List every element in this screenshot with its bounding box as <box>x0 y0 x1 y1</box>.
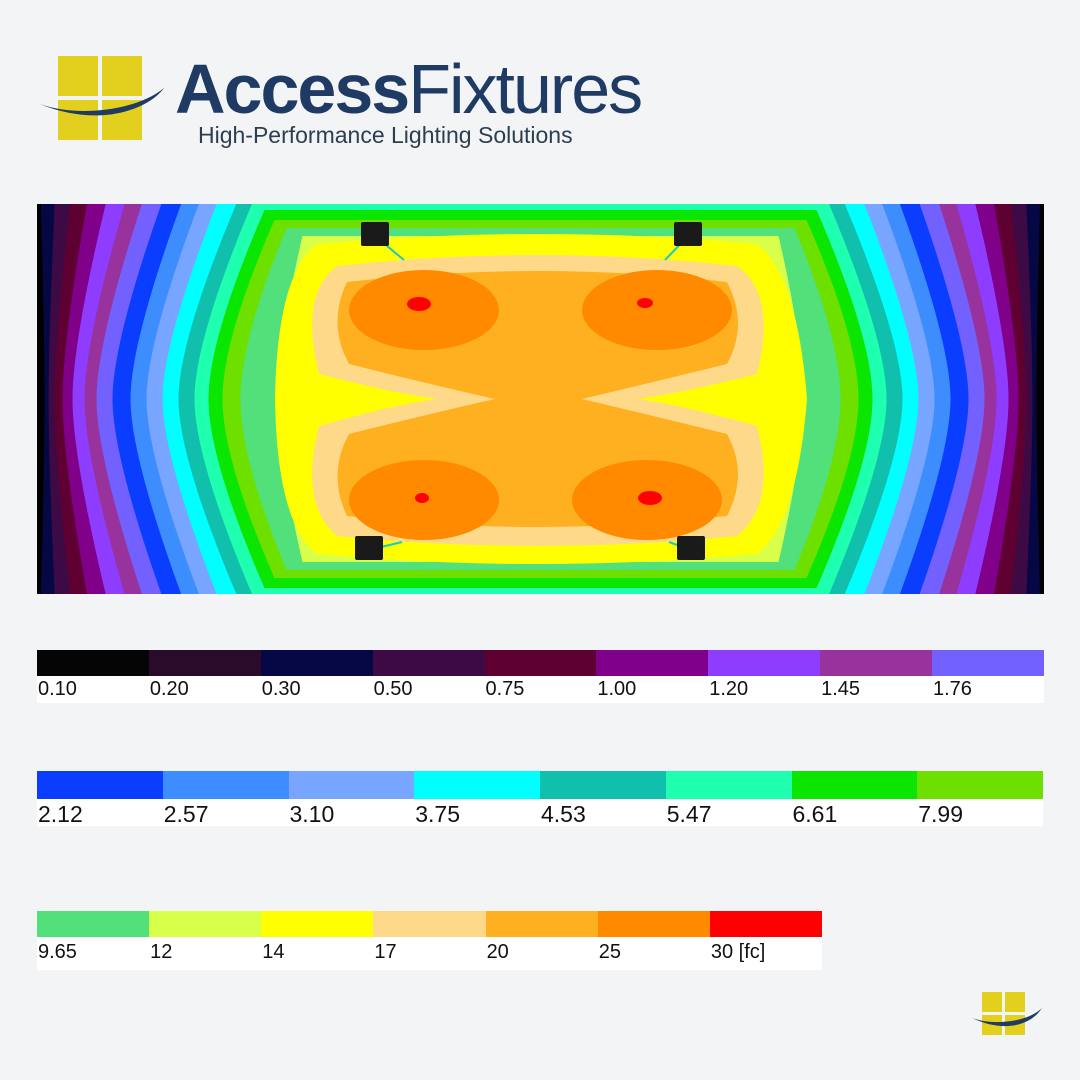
legend-label: 0.75 <box>485 678 525 700</box>
legend-label: 2.12 <box>38 801 83 827</box>
legend-swatch <box>597 911 710 937</box>
peak-zone <box>415 493 429 503</box>
legend-label: 0.20 <box>149 678 189 700</box>
logo-square <box>102 56 142 96</box>
legend-label: 14 <box>262 941 285 963</box>
brand-name-part1: Access <box>175 50 410 128</box>
legend-label: 5.47 <box>666 801 712 827</box>
legend-swatch <box>288 771 415 799</box>
fixture-marker <box>355 536 383 560</box>
legend-swatch <box>791 771 918 799</box>
legend-label: 1.76 <box>933 678 972 700</box>
legend-label: 6.61 <box>792 801 838 827</box>
legend-label: 0.30 <box>261 678 301 700</box>
illuminance-plot <box>37 204 1044 594</box>
legend-swatch <box>484 650 597 676</box>
legend-swatch <box>37 911 150 937</box>
legend-swatch <box>540 771 666 799</box>
fixture-marker <box>674 222 702 246</box>
legend-label: 3.75 <box>415 801 461 827</box>
legend-label-row: 9.65 12 14 17 20 25 30 [fc] <box>37 937 822 970</box>
legend-swatch <box>932 650 1044 676</box>
legend-label: 12 <box>150 941 173 963</box>
legend-swatch <box>162 771 289 799</box>
peak-zone <box>407 297 431 311</box>
logo-swoosh <box>40 88 164 116</box>
legend-swatch <box>373 911 486 937</box>
legend-label: 4.53 <box>541 801 586 827</box>
legend-swatch <box>37 650 149 676</box>
fixture-marker <box>361 222 389 246</box>
legend-swatch <box>665 771 792 799</box>
brand-tagline: High-Performance Lighting Solutions <box>198 122 573 148</box>
legend-label: 7.99 <box>918 801 964 827</box>
legend-swatch-bar <box>37 771 1043 799</box>
legend-swatch <box>708 650 821 676</box>
legend-label: 2.57 <box>163 801 209 827</box>
logo-mark-icon <box>40 56 164 140</box>
legend-label-row: 2.12 2.57 3.10 3.75 4.53 5.47 6.61 7.99 <box>37 799 1043 827</box>
legend-row-1: 0.10 0.20 0.30 0.50 0.75 1.00 1.20 1.45 1.76 <box>37 650 1044 703</box>
legend-label: 1.00 <box>597 678 637 700</box>
legend-label: 9.65 <box>38 941 77 963</box>
hot-zone <box>582 270 732 350</box>
brand-name-part2: Fixtures <box>408 50 643 128</box>
legend-row-3: 9.65 12 14 17 20 25 30 [fc] <box>37 911 822 970</box>
legend-label: 25 <box>598 941 621 963</box>
legend-label: 1.45 <box>821 678 861 700</box>
legend-swatch <box>261 911 374 937</box>
legend-swatch-bar <box>37 650 1044 676</box>
legend-label: 20 <box>486 941 509 963</box>
legend-swatch <box>260 650 373 676</box>
corner-logo-icon <box>972 992 1042 1035</box>
legend-swatch <box>820 650 932 676</box>
brand-logo: AccessFixtures High-Performance Lighting… <box>38 52 658 162</box>
legend-label: 0.10 <box>38 678 77 700</box>
illuminance-contour-svg <box>41 204 1040 594</box>
peak-zone <box>637 298 653 308</box>
fixture-marker <box>677 536 705 560</box>
legend-swatch <box>414 771 540 799</box>
legend-swatch <box>917 771 1043 799</box>
legend-row-2: 2.12 2.57 3.10 3.75 4.53 5.47 6.61 7.99 <box>37 771 1043 827</box>
legend-swatch-bar <box>37 911 822 937</box>
legend-swatch <box>596 650 709 676</box>
legend-label-row: 0.10 0.20 0.30 0.50 0.75 1.00 1.20 1.45 1.76 <box>37 676 1044 703</box>
legend-label: 3.10 <box>289 801 335 827</box>
legend-swatch <box>148 650 261 676</box>
legend-label: 17 <box>374 941 397 963</box>
legend-swatch <box>709 911 822 937</box>
legend-swatch <box>149 911 262 937</box>
peak-zone <box>638 491 662 505</box>
legend-swatch <box>372 650 485 676</box>
legend-label: 30 [fc] <box>710 941 766 963</box>
legend-swatch <box>37 771 163 799</box>
legend-swatch <box>485 911 598 937</box>
logo-square <box>58 100 98 140</box>
logo-square <box>58 56 98 96</box>
legend-label: 1.20 <box>709 678 749 700</box>
brand-name: AccessFixtures <box>175 54 643 124</box>
legend-label: 0.50 <box>373 678 413 700</box>
